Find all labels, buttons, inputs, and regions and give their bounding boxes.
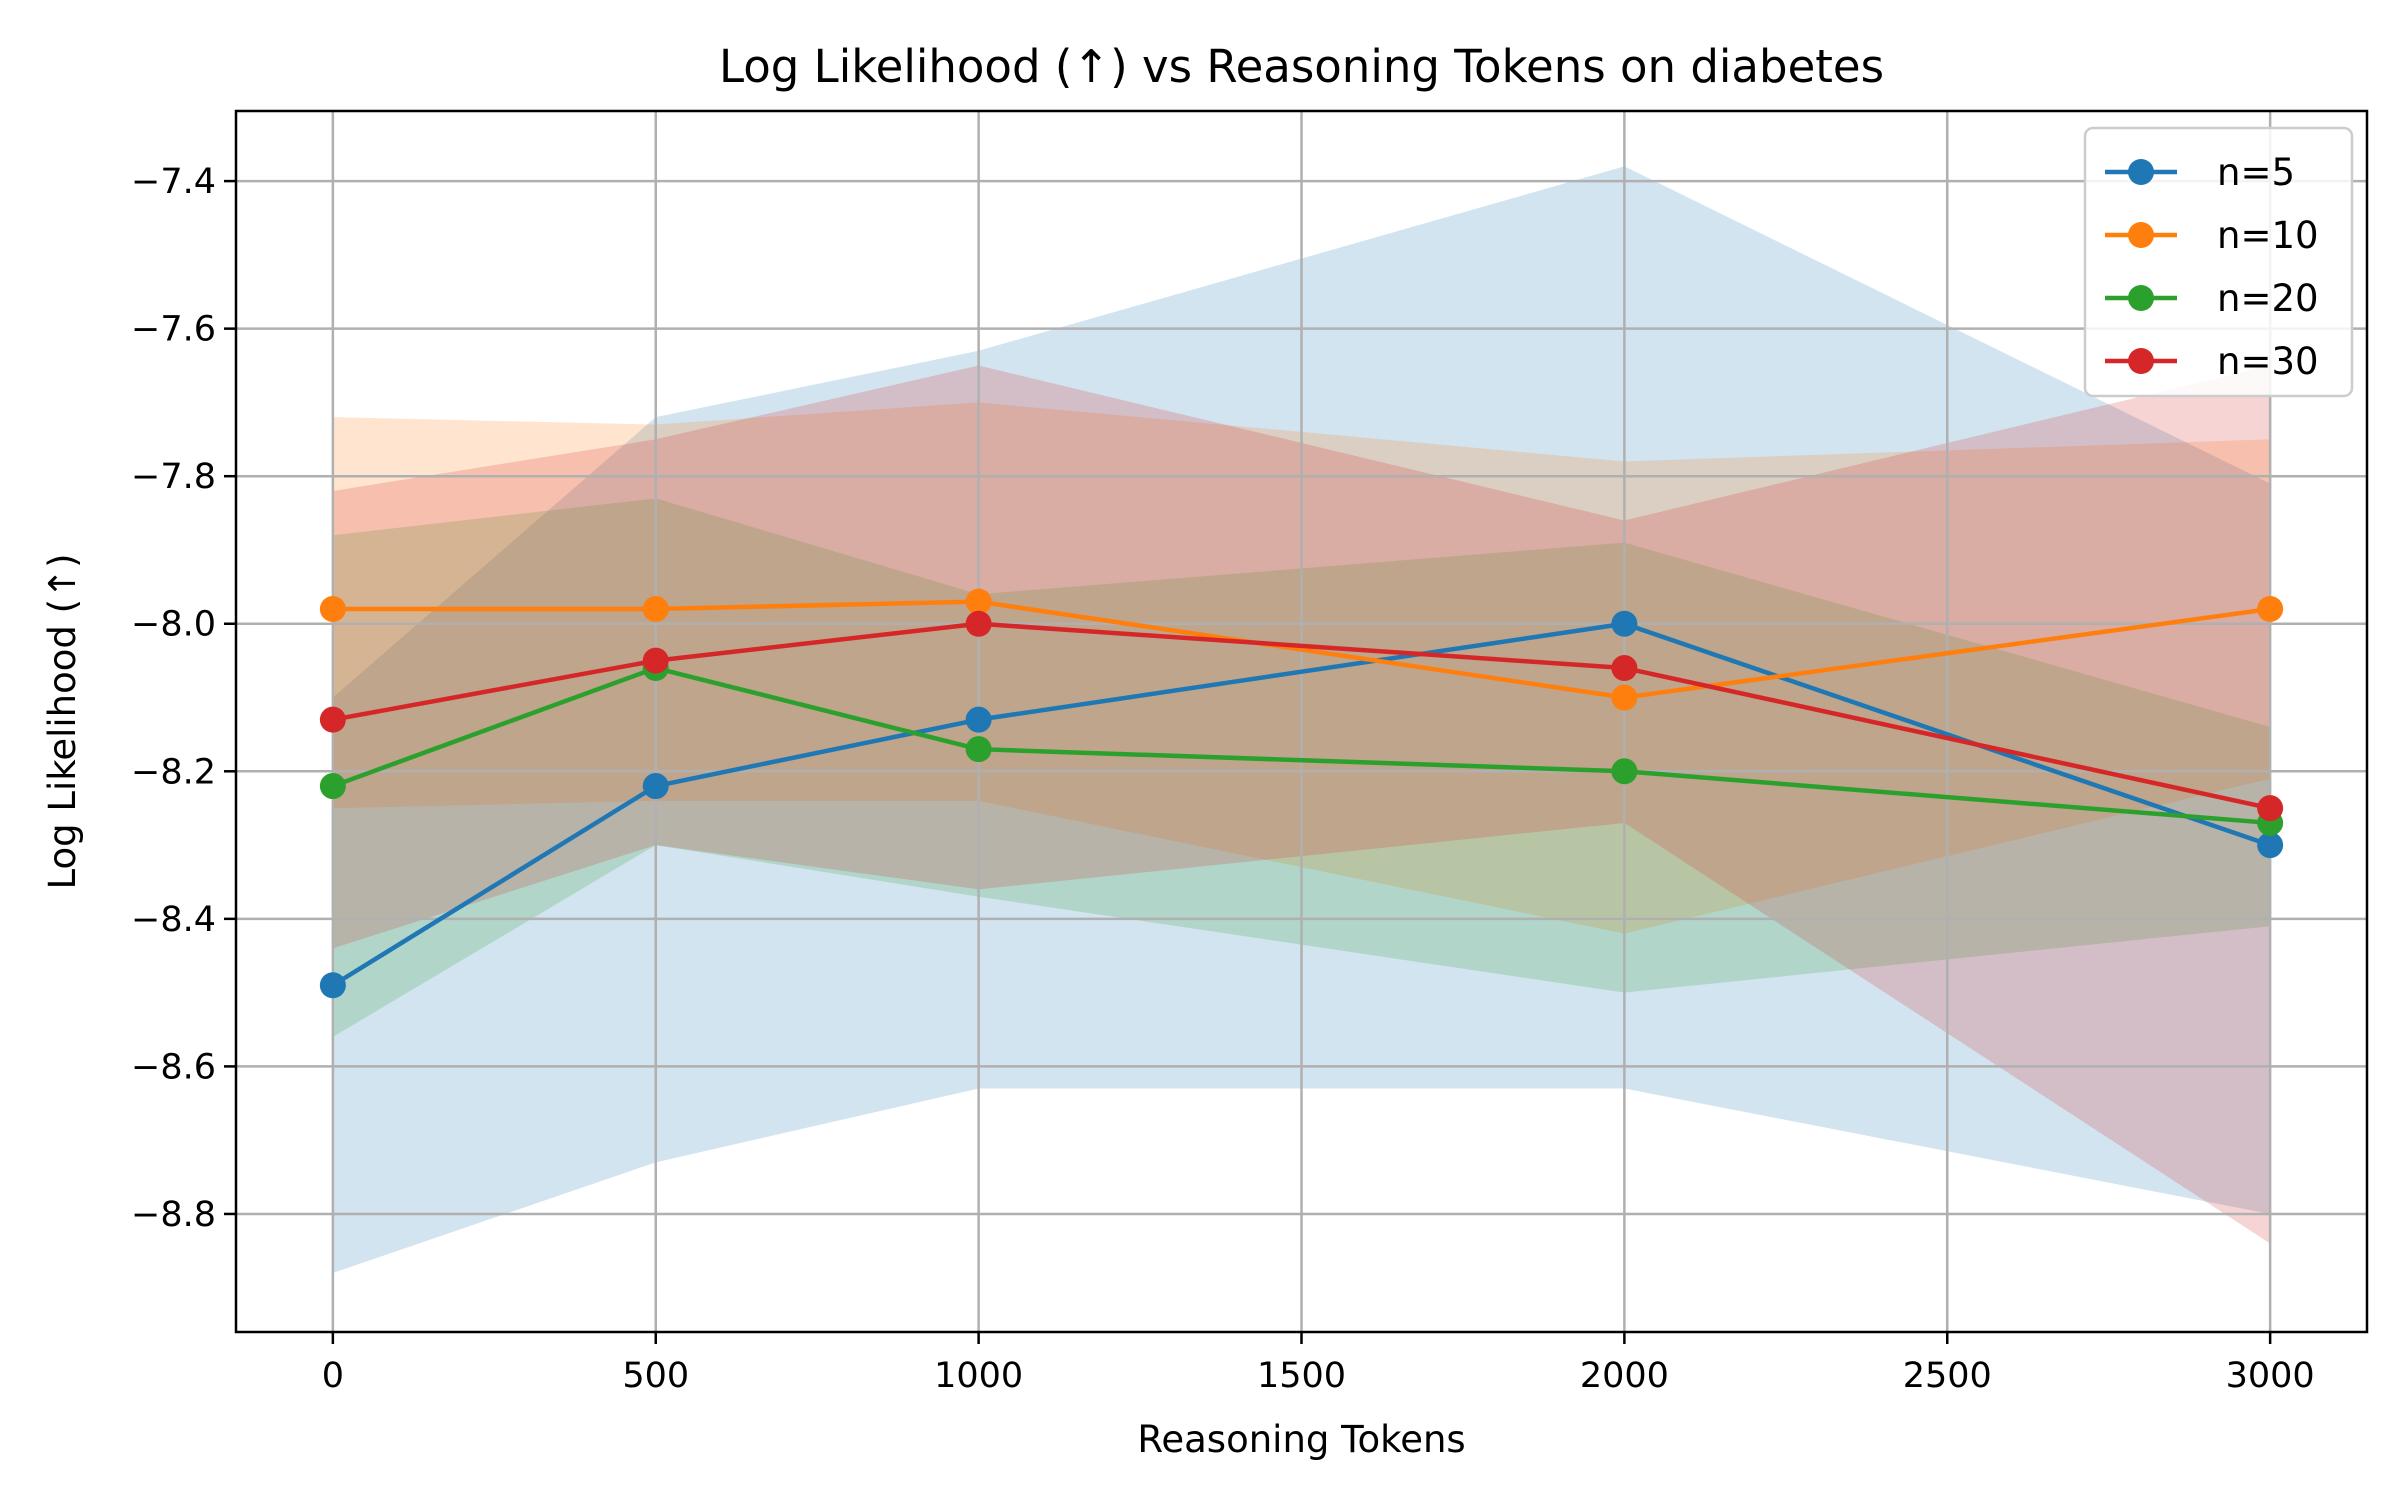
data-point-2	[319, 595, 346, 622]
data-point-4	[2257, 795, 2284, 822]
x-tick-label: 0	[322, 1356, 344, 1396]
legend-marker-3	[2128, 285, 2154, 311]
data-point-2	[642, 595, 669, 622]
x-tick-label: 3000	[2226, 1356, 2315, 1396]
y-axis-ticks: −8.8 −8.6 −8.4 −8.2 −8.0 −7.8 −7.6 −7.4	[131, 162, 236, 1235]
data-point-3	[965, 736, 992, 763]
y-axis-label: Log Likelihood (↑)	[41, 553, 84, 889]
chart-title: Log Likelihood (↑) vs Reasoning Tokens o…	[719, 40, 1884, 93]
x-axis-label: Reasoning Tokens	[1137, 1418, 1465, 1461]
y-tick-label: −7.4	[131, 162, 216, 202]
legend-marker-2	[2128, 222, 2154, 248]
y-tick-label: −8.6	[131, 1047, 216, 1087]
data-point-1	[2257, 832, 2284, 859]
data-point-3	[1611, 758, 1638, 785]
y-tick-label: −8.8	[131, 1195, 216, 1235]
x-tick-label: 1500	[1257, 1356, 1346, 1396]
x-axis-ticks: 0 500 1000 1500 2000 2500 3000	[322, 1332, 2315, 1396]
data-point-1	[965, 706, 992, 733]
data-point-4	[319, 706, 346, 733]
data-point-1	[319, 972, 346, 999]
legend-label-4: n=30	[2217, 340, 2319, 383]
data-point-2	[1611, 684, 1638, 711]
legend: n=5 n=10 n=20 n=30	[2083, 126, 2354, 398]
x-tick-label: 2000	[1580, 1356, 1669, 1396]
y-tick-label: −8.2	[131, 752, 216, 792]
data-point-1	[642, 773, 669, 800]
y-tick-label: −7.8	[131, 457, 216, 497]
legend-label-3: n=20	[2217, 277, 2319, 320]
legend-label-2: n=10	[2217, 214, 2319, 257]
data-point-2	[965, 588, 992, 615]
data-point-1	[1611, 610, 1638, 637]
legend-box	[2083, 126, 2354, 398]
legend-marker-4	[2128, 348, 2154, 374]
x-tick-label: 1000	[934, 1356, 1023, 1396]
series-markers	[319, 588, 2284, 999]
x-tick-label: 2500	[1903, 1356, 1992, 1396]
legend-marker-1	[2128, 159, 2154, 185]
data-point-4	[965, 610, 992, 637]
data-point-4	[642, 647, 669, 674]
data-point-4	[1611, 655, 1638, 682]
y-tick-label: −8.0	[131, 605, 216, 645]
legend-label-1: n=5	[2217, 151, 2295, 194]
y-tick-label: −7.6	[131, 310, 216, 350]
x-tick-label: 500	[622, 1356, 689, 1396]
data-point-2	[2257, 595, 2284, 622]
y-tick-label: −8.4	[131, 900, 216, 940]
data-point-3	[319, 773, 346, 800]
